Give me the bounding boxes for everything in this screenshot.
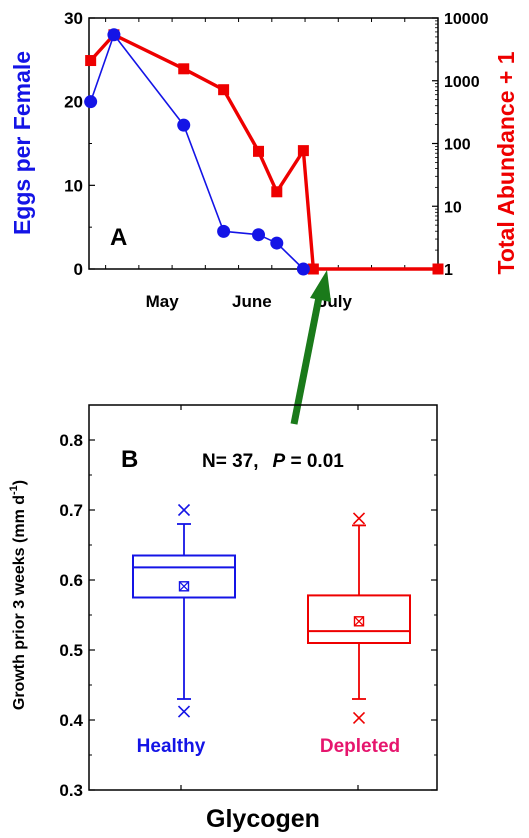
interquartile-box [132, 554, 236, 599]
y-tick-label: 0.8 [59, 431, 83, 450]
panel-a-left-axis-ticks: 0 10 20 30 [64, 9, 95, 279]
abundance-point [271, 186, 283, 198]
panel-b-y-axis-label: Growth prior 3 weeks (mm d-1) [8, 480, 28, 710]
panel-b-stat-text: N= 37, P = 0.01 [202, 451, 344, 472]
abundance-point [297, 145, 309, 157]
abundance-point [178, 63, 190, 75]
panel-a-left-axis-label: Eggs per Female [9, 51, 35, 235]
healthy-box [132, 503, 236, 718]
eggs-point [270, 236, 284, 250]
right-tick-label: 1000 [444, 74, 480, 91]
panel-b-letter: B [121, 446, 138, 473]
mean-marker [178, 581, 190, 592]
y-tick-label: 0.7 [59, 501, 83, 520]
eggs-point [177, 118, 191, 132]
eggs-point [217, 224, 231, 238]
abundance-point [307, 263, 319, 275]
right-tick-label: 10 [444, 199, 462, 216]
eggs-point [107, 28, 121, 42]
panel-b-p-value: = 0.01 [285, 451, 344, 472]
abundance-point [218, 84, 230, 96]
panel-b-x-axis-title: Glycogen [206, 805, 320, 833]
y-label-main: Growth prior 3 weeks (mm d [11, 495, 28, 710]
month-label: May [146, 292, 180, 311]
panel-b-n-value: N= 37, [202, 451, 259, 472]
left-tick-label: 30 [64, 9, 83, 28]
panel-a-x-axis-ticks: May June July [105, 18, 406, 311]
abundance-point [253, 145, 265, 157]
max-marker [352, 512, 366, 525]
mean-marker-cross [179, 581, 189, 592]
panel-b-box-plot: 0.3 0.4 0.5 0.6 0.7 0.8 B N= 37, P = 0.01 Heal… [8, 404, 438, 833]
y-tick-label: 0.4 [59, 711, 83, 730]
eggs-series [84, 28, 310, 276]
depleted-label: Depleted [320, 736, 400, 757]
min-marker [352, 711, 366, 724]
arrow-head [310, 270, 331, 302]
abundance-point [85, 55, 97, 67]
y-label-close: ) [11, 480, 28, 485]
panel-a-letter: A [110, 224, 127, 251]
panel-a-right-axis-label: Total Abundance + 1 [493, 51, 519, 274]
y-tick-label: 0.3 [59, 781, 83, 800]
abundance-point [432, 263, 444, 275]
healthy-label: Healthy [137, 736, 206, 757]
eggs-point [296, 262, 310, 276]
panel-b-boxes [132, 503, 411, 724]
interquartile-box [307, 594, 411, 645]
min-marker [177, 705, 191, 718]
arrow-shaft [290, 291, 324, 425]
left-tick-label: 10 [64, 176, 83, 195]
panel-b-frame [88, 404, 438, 791]
panel-a-right-axis-ticks: 1 10 100 1000 10000 [432, 11, 489, 279]
mean-marker-cross [354, 616, 364, 627]
y-tick-label: 0.6 [59, 571, 83, 590]
panel-b-y-axis-ticks: 0.3 0.4 0.5 0.6 0.7 0.8 [59, 404, 437, 800]
right-tick-label: 100 [444, 137, 471, 154]
left-tick-label: 0 [74, 260, 83, 279]
mean-marker [353, 616, 365, 627]
y-label-superscript: -1 [8, 485, 20, 495]
eggs-point [84, 95, 98, 109]
left-tick-label: 20 [64, 93, 83, 112]
right-tick-label: 10000 [444, 11, 489, 28]
y-tick-label: 0.5 [59, 641, 83, 660]
right-tick-label: 1 [444, 262, 453, 279]
depleted-box [307, 512, 411, 724]
eggs-point [252, 228, 266, 242]
month-label: June [232, 292, 272, 311]
panel-b-p-letter: P [273, 451, 286, 472]
max-marker [177, 503, 191, 517]
green-arrow-icon [290, 270, 331, 425]
